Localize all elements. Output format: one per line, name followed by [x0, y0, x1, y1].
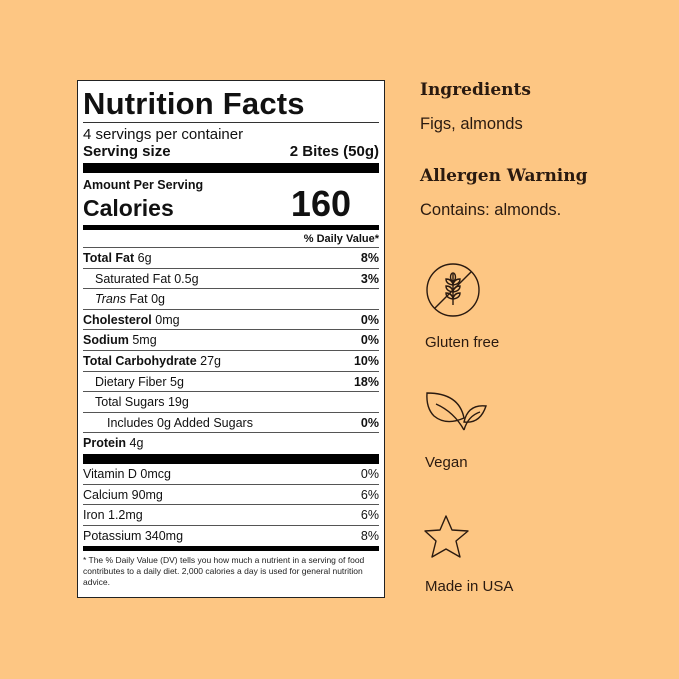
nutrient-name: Trans: [95, 292, 127, 307]
nutrient-amount: 19g: [167, 395, 189, 410]
serving-size-label: Serving size: [83, 143, 171, 160]
nutrient-row: Trans Fat 0g: [83, 289, 379, 310]
nutrient-name: Total Fat: [83, 251, 135, 265]
allergen-text: Contains: almonds.: [420, 201, 562, 219]
nutrient-name: Total Sugars: [95, 395, 165, 410]
nutrient-name: Fat: [129, 292, 148, 307]
gluten-free-icon: [426, 263, 480, 317]
vitamin-dv: 6%: [360, 508, 379, 523]
nutrient-dv: 8%: [360, 251, 379, 265]
ingredients-text: Figs, almonds: [420, 115, 523, 133]
calories: Calories 160: [83, 186, 379, 222]
nutrient-amount: 4g: [129, 436, 144, 451]
nutrient-row: Protein 4g: [83, 433, 379, 454]
servings-per-container: 4 servings per container: [83, 126, 244, 143]
nutrient-amount: 5mg: [132, 333, 157, 348]
nutrient-row: Dietary Fiber 5g 18%: [83, 372, 379, 393]
nutrient-dv: 0%: [360, 415, 379, 430]
divider: [83, 163, 379, 173]
vitamin-dv: 8%: [360, 528, 379, 543]
nutrient-row: Total Carbohydrate 27g 10%: [83, 351, 379, 372]
star-icon: [424, 515, 469, 558]
vitamin-dv: 0%: [360, 466, 379, 481]
vitamin-name: Vitamin D 0mcg: [83, 466, 171, 481]
divider: [83, 453, 379, 464]
badge-label: Gluten free: [425, 334, 500, 351]
leaf-icon: [426, 392, 487, 431]
nutrient-amount: 5g: [170, 374, 184, 389]
nutrient-row: Includes 0g Added Sugars 0%: [83, 413, 379, 434]
vitamin-row: Calcium 90mg 6%: [83, 485, 379, 506]
nutrient-name: Protein: [83, 436, 127, 451]
nutrient-amount: 6g: [137, 251, 152, 265]
nutrient-name: Saturated Fat: [95, 271, 171, 286]
vitamin-row: Vitamin D 0mcg 0%: [83, 464, 379, 485]
vitamin-name: Potassium 340mg: [83, 528, 184, 543]
vitamin-row: Iron 1.2mg 6%: [83, 505, 379, 526]
vitamin-dv: 6%: [360, 487, 379, 502]
nutrient-amount: 0.5g: [174, 271, 199, 286]
nutrient-row: Total Sugars 19g: [83, 392, 379, 413]
ingredients-heading: Ingredients: [420, 80, 531, 100]
nutrient-row: Saturated Fat 0.5g 3%: [83, 269, 379, 290]
badge-label: Vegan: [425, 454, 468, 471]
nutrient-dv: 10%: [353, 353, 379, 368]
nutrient-name: Dietary Fiber: [95, 374, 167, 389]
footnote: * The % Daily Value (DV) tells you how m…: [83, 555, 365, 588]
nutrient-row: Total Fat 6g 8%: [83, 248, 379, 269]
nutrient-row: Sodium 5mg 0%: [83, 330, 379, 351]
vitamin-name: Iron 1.2mg: [83, 508, 143, 523]
nutrient-name: Includes 0g Added Sugars: [107, 415, 253, 430]
divider: [83, 546, 379, 552]
badge-label: Made in USA: [425, 578, 514, 595]
nutrition-facts-label: Nutrition Facts 4 servings per container…: [77, 80, 385, 598]
nutrient-dv: 0%: [360, 333, 379, 348]
nutrient-amount: 27g: [200, 353, 222, 368]
nutrient-name: Cholesterol: [83, 312, 152, 327]
nutrient-dv: 18%: [353, 374, 379, 389]
amount-per-serving: Amount Per Serving: [83, 178, 204, 192]
calories-label: Calories: [83, 195, 174, 221]
nutrient-amount: 0mg: [155, 312, 180, 327]
calories-value: 160: [290, 183, 351, 224]
nutrient-dv: 3%: [360, 271, 379, 286]
daily-value-header: % Daily Value*: [83, 230, 379, 248]
nutrient-amount: 0g: [151, 292, 165, 307]
nutrient-row: Cholesterol 0mg 0%: [83, 310, 379, 331]
vitamin-row: Potassium 340mg 8%: [83, 526, 379, 547]
nutrient-name: Sodium: [83, 333, 129, 348]
nutrition-title: Nutrition Facts: [83, 81, 379, 123]
serving-size-value: 2 Bites (50g): [289, 143, 379, 160]
vitamin-name: Calcium 90mg: [83, 487, 163, 502]
nutrient-dv: 0%: [360, 312, 379, 327]
nutrient-name: Total Carbohydrate: [83, 353, 197, 368]
divider: [83, 225, 379, 230]
serving-size: Serving size 2 Bites (50g): [83, 143, 379, 160]
allergen-heading: Allergen Warning: [420, 166, 588, 186]
